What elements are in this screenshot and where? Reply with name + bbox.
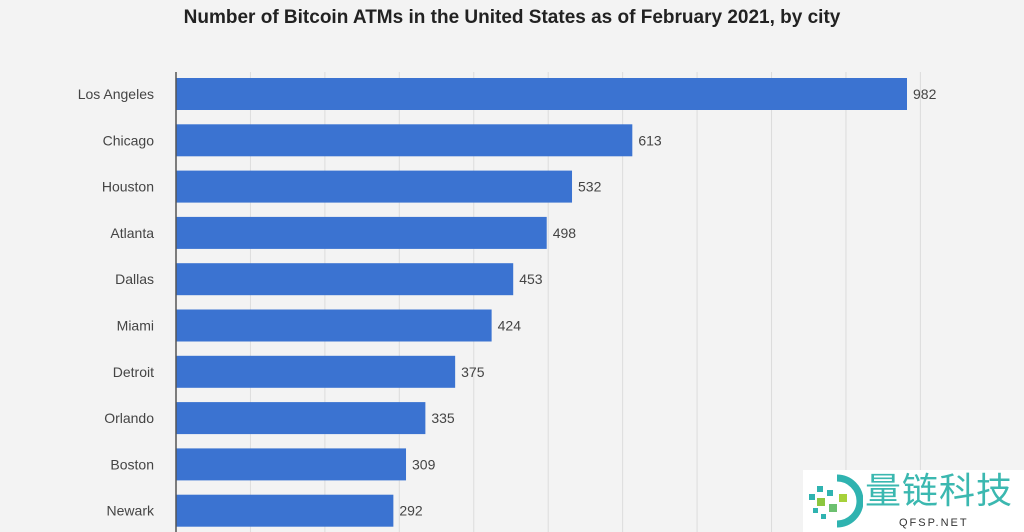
data-label: 498 (553, 225, 577, 241)
category-label: Houston (102, 179, 154, 195)
category-label: Chicago (103, 132, 155, 148)
bar-houston (176, 170, 573, 203)
bar-chicago (176, 124, 633, 157)
category-label: Miami (117, 318, 154, 334)
bar-atlanta (176, 216, 547, 249)
bar-los-angeles (176, 78, 907, 110)
category-label: Newark (107, 503, 155, 519)
data-label: 424 (498, 318, 522, 334)
bar-boston (176, 448, 407, 481)
data-label: 375 (461, 364, 485, 380)
data-label: 292 (399, 503, 423, 519)
category-label: Dallas (115, 271, 154, 287)
category-label: Orlando (104, 410, 154, 426)
watermark-text: 量链科技 (865, 471, 1014, 512)
data-label: 335 (431, 410, 455, 426)
data-label: 982 (913, 86, 937, 102)
bar-detroit (176, 355, 456, 388)
category-label: Los Angeles (78, 86, 154, 102)
category-label: Atlanta (110, 225, 154, 241)
bar-miami (176, 309, 492, 342)
category-label: Detroit (113, 364, 154, 380)
bar-dallas (176, 263, 514, 296)
category-label: Boston (110, 456, 154, 472)
data-label: 613 (638, 132, 662, 148)
watermark-sub: QFSP.NET (899, 517, 969, 529)
data-label: 532 (578, 179, 602, 195)
data-label: 309 (412, 456, 436, 472)
watermark: 量链科技 QFSP.NET (803, 470, 1024, 532)
data-label: 453 (519, 271, 543, 287)
bar-orlando (176, 402, 426, 435)
chart-title: Number of Bitcoin ATMs in the United Sta… (183, 7, 841, 28)
bar-newark (176, 494, 394, 527)
watermark-logo-icon (809, 474, 863, 528)
